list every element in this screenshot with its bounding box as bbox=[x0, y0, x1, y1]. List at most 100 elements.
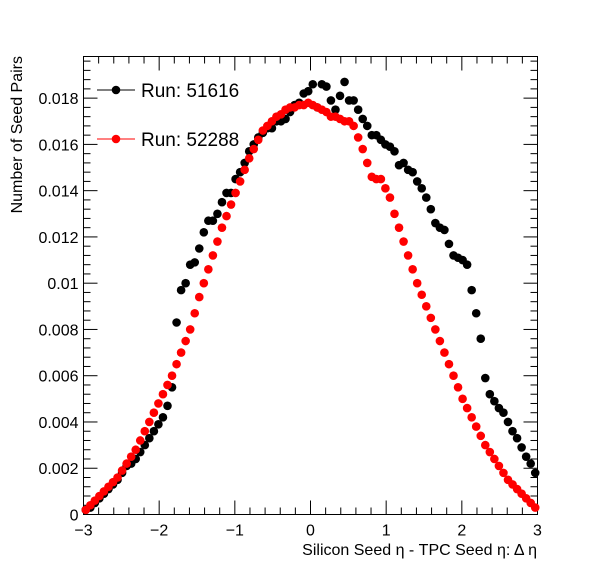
data-point bbox=[530, 468, 540, 478]
data-point bbox=[508, 426, 517, 436]
data-point bbox=[253, 135, 263, 145]
data-point bbox=[244, 153, 254, 163]
data-point bbox=[190, 258, 200, 267]
data-point bbox=[135, 436, 145, 445]
data-point bbox=[458, 394, 467, 404]
data-point bbox=[176, 348, 186, 357]
data-point bbox=[308, 79, 318, 89]
data-point bbox=[449, 371, 458, 381]
data-point bbox=[194, 292, 204, 302]
data-point bbox=[471, 422, 481, 431]
data-point bbox=[208, 251, 218, 260]
data-point bbox=[471, 308, 481, 318]
data-point bbox=[149, 426, 159, 436]
legend: Run: 51616 Run: 52288 bbox=[97, 81, 239, 151]
data-markers bbox=[81, 77, 540, 515]
data-point bbox=[199, 227, 209, 237]
data-point bbox=[467, 285, 476, 295]
data-point bbox=[185, 325, 195, 334]
y-tick-label: 0.004 bbox=[38, 415, 78, 432]
axes: −3 −2 −1 0 1 2 3 0 0.002 0.004 0.006 0.008 0.01 0.012… bbox=[38, 56, 542, 540]
data-point bbox=[181, 278, 190, 288]
data-point bbox=[154, 399, 163, 408]
x-axis-title: Silicon Seed η - TPC Seed η: Δ η bbox=[302, 542, 537, 559]
data-point bbox=[476, 334, 486, 344]
data-point bbox=[417, 290, 427, 300]
data-point bbox=[122, 459, 131, 468]
data-point bbox=[204, 265, 213, 274]
data-point bbox=[408, 167, 417, 177]
data-point bbox=[462, 260, 472, 269]
data-point bbox=[145, 417, 154, 427]
data-point bbox=[194, 244, 204, 253]
data-point bbox=[199, 278, 209, 288]
data-point bbox=[426, 313, 436, 323]
data-point bbox=[408, 265, 417, 274]
data-point bbox=[480, 440, 490, 450]
legend-label: Run: 52288 bbox=[141, 130, 239, 151]
y-tick-label: 0.014 bbox=[38, 184, 78, 201]
y-tick-label: 0 bbox=[70, 508, 79, 525]
data-point bbox=[490, 396, 499, 406]
data-point bbox=[390, 147, 399, 156]
data-point bbox=[499, 408, 508, 418]
data-point bbox=[440, 348, 449, 357]
x-tick-label: 2 bbox=[457, 523, 466, 540]
data-point bbox=[149, 408, 159, 418]
data-point bbox=[240, 165, 249, 175]
legend-marker bbox=[111, 85, 121, 95]
data-point bbox=[303, 86, 313, 96]
data-point bbox=[172, 359, 181, 369]
data-point bbox=[503, 417, 513, 427]
x-tick-label: 0 bbox=[306, 523, 315, 540]
data-point bbox=[485, 447, 495, 457]
data-point bbox=[444, 359, 454, 369]
data-point bbox=[376, 174, 386, 184]
data-point bbox=[417, 184, 427, 193]
y-tick-label: 0.012 bbox=[38, 230, 78, 247]
data-point bbox=[394, 223, 404, 232]
data-point bbox=[435, 336, 445, 346]
y-tick-label: 0.002 bbox=[38, 461, 78, 478]
data-point bbox=[431, 325, 440, 334]
data-point bbox=[467, 413, 476, 422]
data-point bbox=[362, 158, 372, 168]
data-point bbox=[499, 468, 508, 478]
data-point bbox=[444, 239, 454, 249]
data-point bbox=[530, 503, 540, 512]
data-point bbox=[399, 237, 408, 246]
legend-label: Run: 51616 bbox=[141, 81, 239, 102]
data-point bbox=[145, 433, 154, 443]
data-point bbox=[340, 77, 349, 87]
data-point bbox=[226, 200, 236, 209]
data-point bbox=[140, 426, 150, 436]
y-tick-label: 0.018 bbox=[38, 91, 78, 108]
data-point bbox=[476, 431, 486, 441]
data-point bbox=[494, 461, 504, 471]
data-point bbox=[117, 466, 127, 475]
data-point bbox=[249, 144, 259, 154]
data-point bbox=[154, 419, 163, 429]
data-point bbox=[326, 96, 336, 105]
data-point bbox=[235, 177, 245, 186]
data-point bbox=[181, 336, 190, 346]
y-tick-label: 0.008 bbox=[38, 322, 78, 339]
data-point bbox=[453, 382, 463, 392]
y-tick-label: 0.016 bbox=[38, 137, 78, 154]
y-tick-label: 0.01 bbox=[47, 276, 78, 293]
data-point bbox=[485, 389, 495, 399]
x-tick-label: 3 bbox=[533, 523, 542, 540]
data-point bbox=[131, 445, 141, 455]
data-point bbox=[390, 209, 399, 219]
data-point bbox=[158, 389, 168, 399]
data-point bbox=[517, 443, 526, 452]
data-point bbox=[158, 413, 168, 422]
data-point bbox=[217, 223, 227, 232]
data-point bbox=[353, 105, 363, 115]
data-point bbox=[190, 308, 200, 318]
data-point bbox=[349, 121, 358, 131]
data-point bbox=[399, 158, 408, 168]
data-point bbox=[440, 225, 449, 235]
data-point bbox=[358, 144, 368, 154]
data-point bbox=[381, 184, 390, 193]
